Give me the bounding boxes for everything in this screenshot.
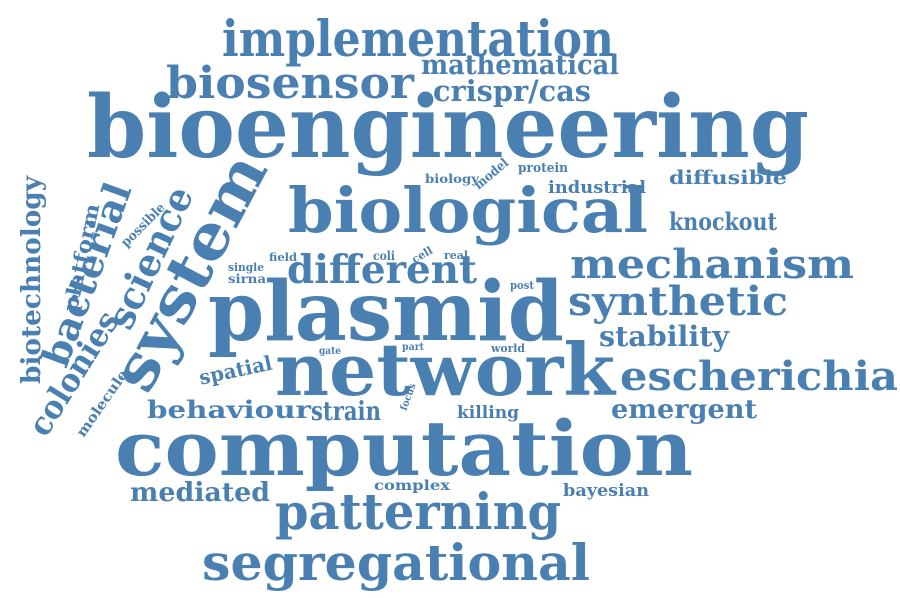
word-post: post: [510, 279, 535, 292]
word-industrial: industrial: [548, 178, 647, 198]
word-field: field: [269, 251, 297, 264]
word-biotechnology: biotechnology: [17, 175, 47, 384]
word-mediated: mediated: [130, 478, 270, 508]
word-strain: strain: [311, 397, 381, 427]
word-different: different: [287, 247, 477, 293]
word-patterning: patterning: [275, 482, 561, 541]
word-stability: stability: [599, 320, 730, 353]
word-real: real: [444, 249, 468, 262]
word-part: part: [402, 342, 424, 353]
word-biology: biology: [425, 172, 480, 186]
word-segregational: segregational: [202, 533, 590, 592]
word-implementation: implementation: [222, 9, 614, 68]
word-killing: killing: [457, 403, 519, 423]
word-gate: gate: [319, 346, 341, 357]
word-single: single: [228, 261, 264, 274]
word-synthetic: synthetic: [568, 278, 788, 325]
word-bioengineering: bioengineering: [87, 77, 809, 178]
word-coli: coli: [373, 249, 395, 263]
word-world: world: [490, 342, 525, 355]
word-network: network: [275, 327, 617, 412]
word-behaviour: behaviour: [147, 395, 311, 424]
word-biosensor: biosensor: [166, 58, 415, 109]
word-bayesian: bayesian: [563, 481, 649, 501]
word-plasmid: plasmid: [208, 264, 564, 360]
word-mechanism: mechanism: [570, 241, 854, 288]
word-escherichia: escherichia: [620, 353, 898, 400]
word-computation: computation: [115, 404, 693, 493]
word-diffusible: diffusible: [669, 167, 787, 189]
word-biological: biological: [288, 174, 648, 247]
word-sirna: sirna: [228, 272, 266, 286]
word-mathematical: mathematical: [421, 50, 619, 81]
word-protein: protein: [518, 161, 569, 176]
word-complex: complex: [374, 478, 451, 494]
word-knockout: knockout: [669, 207, 777, 236]
word-emergent: emergent: [611, 395, 757, 425]
word-crispr-cas: crispr/cas: [433, 74, 591, 108]
